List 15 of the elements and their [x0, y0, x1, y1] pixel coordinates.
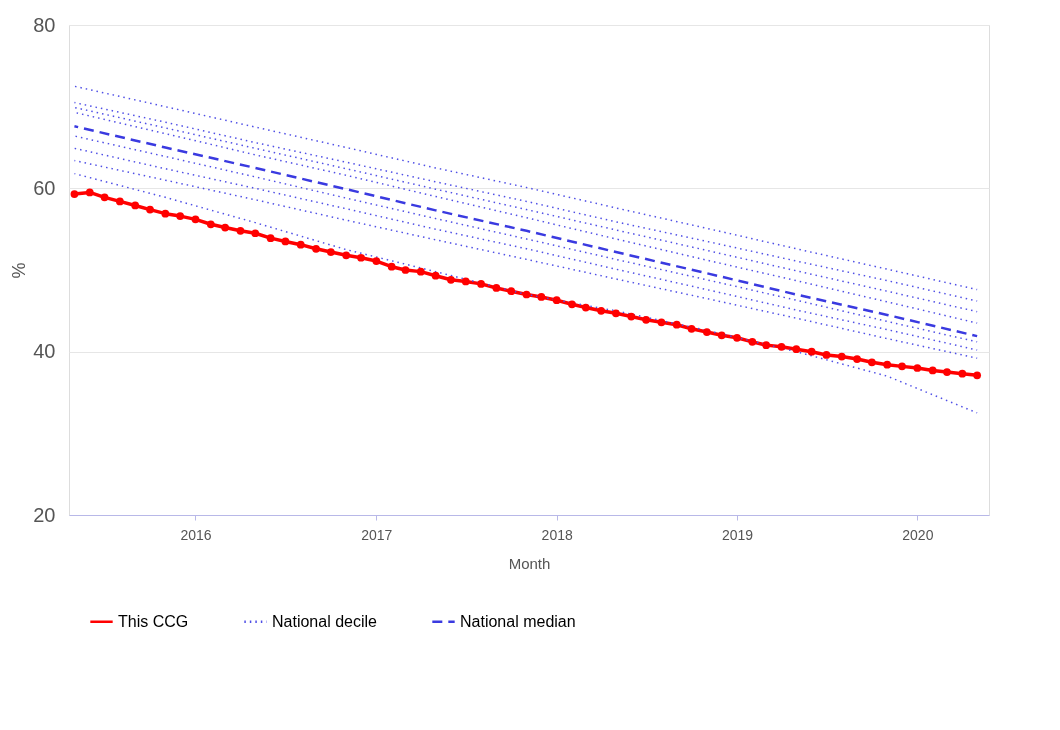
y-tick-label: 20 — [33, 503, 56, 526]
legend-label: National decile — [272, 612, 378, 630]
x-axis-title: Month — [508, 554, 551, 572]
y-tick-label: 60 — [33, 176, 56, 199]
x-tick-label: 2019 — [721, 526, 754, 543]
x-tick-label: 2020 — [902, 526, 934, 543]
line-series — [73, 172, 978, 414]
x-tick-label: 2018 — [541, 526, 573, 543]
legend-label: This CCG — [118, 612, 189, 630]
y-tick-label: 80 — [33, 13, 56, 36]
y-tick-label: 40 — [33, 340, 56, 363]
x-tick-label: 2017 — [361, 526, 393, 543]
x-tick-label: 2016 — [180, 526, 212, 543]
legend-label: National median — [460, 612, 576, 630]
y-axis-title: % — [9, 262, 30, 279]
